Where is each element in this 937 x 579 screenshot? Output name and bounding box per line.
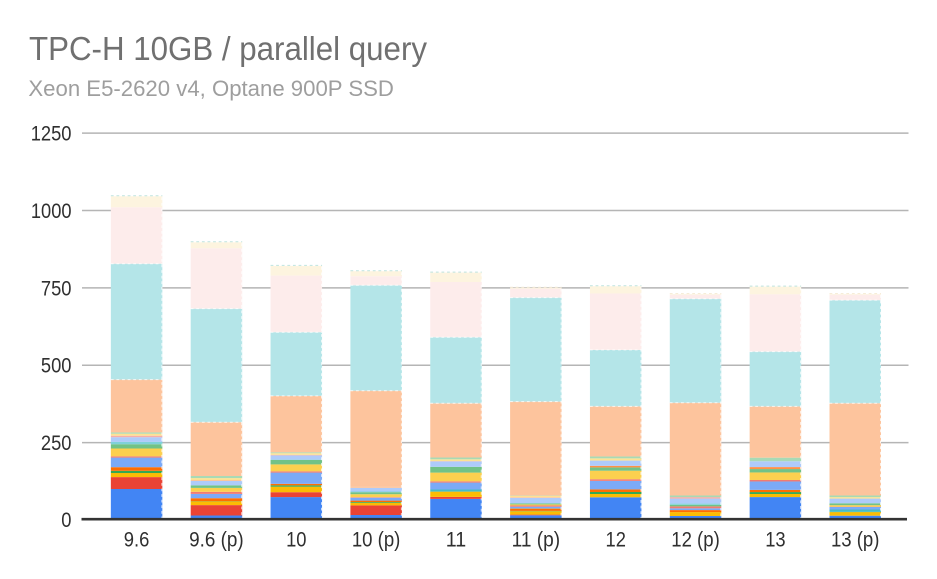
- svg-text:250: 250: [41, 432, 72, 455]
- svg-text:10 (p): 10 (p): [352, 528, 401, 551]
- svg-text:12: 12: [606, 528, 626, 551]
- svg-text:1250: 1250: [31, 123, 72, 146]
- svg-text:9.6 (p): 9.6 (p): [189, 528, 244, 551]
- svg-text:12 (p): 12 (p): [671, 528, 720, 551]
- svg-text:11 (p): 11 (p): [512, 528, 561, 551]
- svg-text:500: 500: [41, 355, 72, 378]
- svg-text:Xeon E5-2620 v4, Optane 900P S: Xeon E5-2620 v4, Optane 900P SSD: [28, 76, 394, 101]
- svg-text:1000: 1000: [31, 200, 72, 223]
- svg-text:13 (p): 13 (p): [831, 528, 880, 551]
- svg-text:9.6: 9.6: [124, 528, 150, 551]
- svg-text:0: 0: [61, 509, 71, 532]
- svg-text:11: 11: [446, 528, 466, 551]
- svg-text:750: 750: [41, 277, 72, 300]
- svg-text:10: 10: [286, 528, 306, 551]
- svg-text:TPC-H 10GB / parallel query: TPC-H 10GB / parallel query: [29, 30, 427, 67]
- svg-text:13: 13: [765, 528, 785, 551]
